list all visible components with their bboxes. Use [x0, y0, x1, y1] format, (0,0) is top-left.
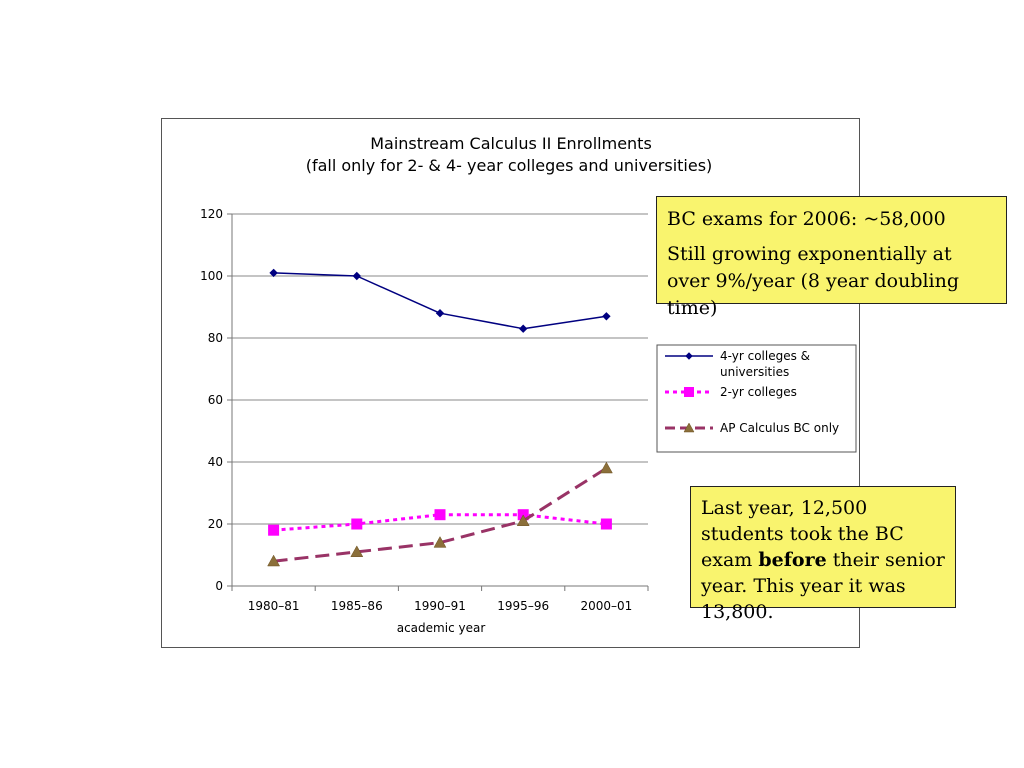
last-year-text-part2: their senior year. This year it was 13,8… — [701, 549, 945, 623]
y-tick-label: 20 — [208, 517, 223, 531]
legend-label: universities — [720, 365, 789, 379]
x-tick-label: 2000–01 — [580, 599, 632, 613]
data-point-triangle — [433, 536, 447, 548]
y-tick-label: 60 — [208, 393, 223, 407]
series-line — [273, 466, 608, 563]
last-year-note: Last year, 12,500 students took the BC e… — [690, 486, 956, 623]
y-tick-label: 0 — [215, 579, 223, 593]
gridlines — [232, 213, 648, 525]
last-year-text-part1: Last year, 12,500 students took the BC e… — [701, 497, 904, 571]
data-point-triangle — [683, 422, 695, 433]
legend-entry: 4-yr colleges & universities — [665, 349, 810, 379]
legend-label: 4-yr colleges & — [720, 349, 810, 363]
data-point-diamond — [269, 268, 278, 278]
data-point-diamond — [435, 308, 445, 318]
axes: 0 20 40 60 80 100 120 1980–81 1985–86 1990–91 1995… — [200, 207, 649, 613]
data-point-diamond — [602, 312, 611, 321]
data-point-square — [434, 509, 446, 521]
data-point-square — [600, 518, 612, 530]
x-tick-label: 1985–86 — [331, 599, 383, 613]
bc-exams-line1: BC exams for 2006: ~58,000 — [667, 208, 946, 230]
legend-entry: 2-yr colleges — [665, 385, 797, 399]
x-tick-label: 1995–96 — [497, 599, 549, 613]
legend-label: 2-yr colleges — [720, 385, 797, 399]
series-1 — [269, 268, 611, 333]
legend-label: AP Calculus BC only — [720, 421, 839, 435]
x-tick-label: 1980–81 — [248, 599, 300, 613]
data-point-square — [351, 518, 363, 530]
data-point-triangle — [516, 514, 530, 526]
data-point-diamond — [518, 324, 528, 333]
data-point-square — [684, 387, 694, 397]
y-tick-label: 100 — [200, 269, 223, 283]
chart-title: Mainstream Calculus II Enrollments — [370, 134, 652, 153]
series-lines — [267, 268, 613, 567]
bc-exams-note: BC exams for 2006: ~58,000 Still growing… — [656, 196, 1007, 319]
legend-entry: AP Calculus BC only — [665, 421, 839, 435]
x-tick-label: 1990–91 — [414, 599, 466, 613]
y-tick-label: 120 — [200, 207, 223, 221]
bc-exams-line2: Still growing exponentially at over 9%/y… — [667, 243, 960, 319]
series-3 — [267, 461, 613, 567]
data-point-diamond — [352, 271, 362, 281]
series-2 — [268, 509, 612, 536]
y-tick-label: 80 — [208, 331, 223, 345]
data-point-triangle — [267, 554, 281, 567]
x-axis-label: academic year — [397, 621, 486, 635]
legend-box — [656, 344, 857, 453]
chart-subtitle: (fall only for 2- & 4- year colleges and… — [306, 156, 713, 175]
data-point-triangle — [599, 461, 613, 474]
legend: 4-yr colleges & universities 2-yr colleges… — [665, 349, 839, 435]
series-line — [273, 272, 607, 330]
last-year-text-bold: before — [758, 549, 827, 571]
data-point-diamond — [685, 352, 693, 360]
data-point-triangle — [350, 545, 364, 557]
y-tick-label: 40 — [208, 455, 223, 469]
data-point-square — [268, 524, 280, 536]
